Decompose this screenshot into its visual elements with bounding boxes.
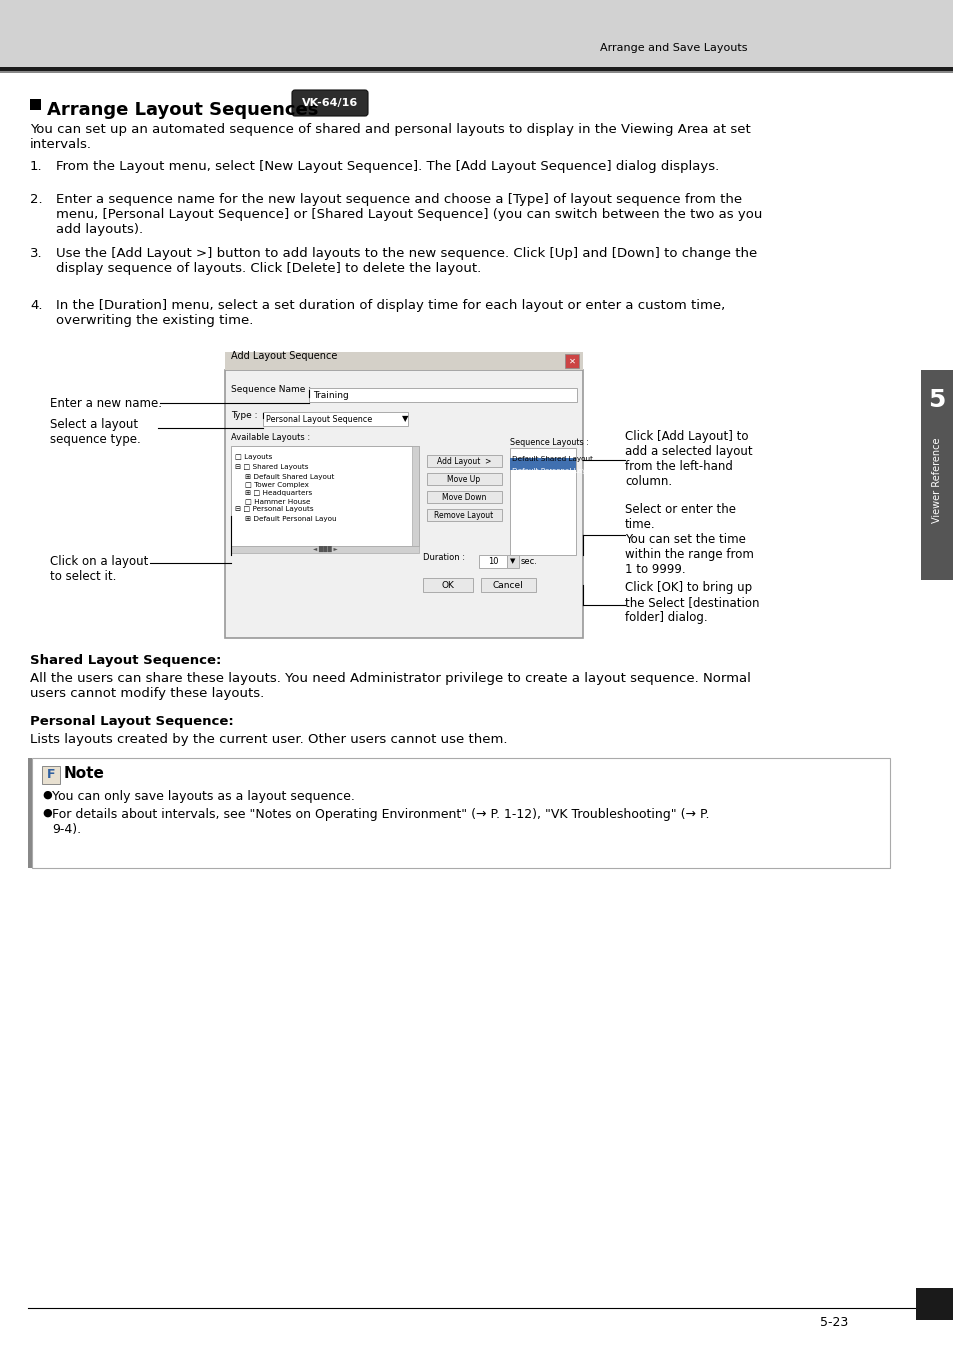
Bar: [427, 456, 501, 466]
Text: Arrange and Save Layouts: Arrange and Save Layouts: [599, 43, 747, 53]
Text: F: F: [47, 768, 55, 782]
Text: Click [OK] to bring up
the Select [destination
folder] dialog.: Click [OK] to bring up the Select [desti…: [624, 581, 759, 624]
Text: Type :: Type :: [231, 411, 257, 421]
Text: You can set up an automated sequence of shared and personal layouts to display i: You can set up an automated sequence of …: [30, 123, 750, 151]
Text: ⊞ □ Headquarters: ⊞ □ Headquarters: [245, 491, 312, 496]
Text: Default Shared Layout: Default Shared Layout: [512, 456, 593, 462]
Text: ✕: ✕: [568, 356, 575, 365]
Bar: [510, 458, 576, 470]
Bar: [427, 491, 501, 503]
Bar: [478, 555, 506, 568]
Text: ⊞ Default Personal Layou: ⊞ Default Personal Layou: [245, 516, 336, 522]
Text: You can only save layouts as a layout sequence.: You can only save layouts as a layout se…: [52, 790, 355, 803]
Text: Sequence Name :: Sequence Name :: [231, 386, 311, 395]
Bar: [920, 369, 953, 580]
Text: Enter a sequence name for the new layout sequence and choose a [Type] of layout : Enter a sequence name for the new layout…: [56, 193, 761, 236]
Text: Move Up: Move Up: [447, 474, 480, 484]
Text: Use the [Add Layout >] button to add layouts to the new sequence. Click [Up] and: Use the [Add Layout >] button to add lay…: [56, 247, 757, 275]
Bar: [427, 510, 501, 520]
Text: □ Tower Complex: □ Tower Complex: [245, 483, 309, 488]
Bar: [225, 352, 562, 369]
Bar: [422, 578, 473, 592]
Text: □ Hammer House: □ Hammer House: [245, 497, 310, 504]
Bar: [0, 0, 953, 67]
Text: Training: Training: [313, 391, 349, 400]
Text: Select or enter the
time.
You can set the time
within the range from
1 to 9999.: Select or enter the time. You can set th…: [624, 503, 753, 576]
Text: Note: Note: [64, 766, 105, 780]
Text: 1.: 1.: [30, 160, 43, 173]
Text: Shared Layout Sequence:: Shared Layout Sequence:: [30, 654, 221, 667]
Text: 10: 10: [487, 557, 497, 566]
Bar: [42, 766, 60, 785]
Bar: [427, 473, 501, 485]
Text: ◄ ███ ►: ◄ ███ ►: [313, 546, 337, 553]
Text: All the users can share these layouts. You need Administrator privilege to creat: All the users can share these layouts. Y…: [30, 673, 750, 700]
Text: ⊞ Default Shared Layout: ⊞ Default Shared Layout: [245, 474, 334, 480]
Text: Default Personal Layout: Default Personal Layout: [512, 468, 598, 474]
FancyBboxPatch shape: [292, 90, 368, 116]
Text: VK-64/16: VK-64/16: [301, 98, 357, 108]
Text: Remove Layout: Remove Layout: [434, 511, 493, 519]
Bar: [225, 352, 582, 369]
Text: 5: 5: [927, 388, 944, 412]
Text: Personal Layout Sequence: Personal Layout Sequence: [266, 415, 372, 425]
Text: 4.: 4.: [30, 299, 43, 311]
Text: 3.: 3.: [30, 247, 43, 260]
Text: Move Down: Move Down: [441, 492, 486, 501]
Text: Viewer Reference: Viewer Reference: [931, 437, 941, 523]
Text: ⊟ □ Shared Layouts: ⊟ □ Shared Layouts: [234, 464, 308, 470]
Text: Arrange Layout Sequences: Arrange Layout Sequences: [47, 101, 318, 119]
Text: Add Layout Sequence: Add Layout Sequence: [231, 350, 337, 361]
Bar: [0, 71, 953, 73]
Text: Click [Add Layout] to
add a selected layout
from the left-hand
column.: Click [Add Layout] to add a selected lay…: [624, 430, 752, 488]
Bar: [309, 388, 577, 402]
Text: 2.: 2.: [30, 193, 43, 206]
Text: OK: OK: [441, 581, 454, 589]
Text: ⊟ □ Personal Layouts: ⊟ □ Personal Layouts: [234, 506, 314, 512]
Text: Cancel: Cancel: [492, 581, 523, 589]
Text: sec.: sec.: [520, 558, 537, 566]
Text: Select a layout
sequence type.: Select a layout sequence type.: [50, 418, 141, 446]
Text: ●: ●: [42, 790, 51, 799]
Text: In the [Duration] menu, select a set duration of display time for each layout or: In the [Duration] menu, select a set dur…: [56, 299, 724, 328]
Text: ▼: ▼: [401, 414, 408, 423]
Text: ▼: ▼: [510, 558, 516, 563]
Text: Enter a new name.: Enter a new name.: [50, 398, 162, 410]
Bar: [225, 369, 582, 638]
Bar: [480, 578, 536, 592]
Text: From the Layout menu, select [New Layout Sequence]. The [Add Layout Sequence] di: From the Layout menu, select [New Layout…: [56, 160, 719, 173]
Text: Add Layout  >: Add Layout >: [436, 457, 491, 465]
Bar: [30, 98, 41, 111]
Text: Lists layouts created by the current user. Other users cannot use them.: Lists layouts created by the current use…: [30, 733, 507, 745]
Text: Personal Layout Sequence:: Personal Layout Sequence:: [30, 714, 233, 728]
Text: □ Layouts: □ Layouts: [234, 454, 273, 460]
Text: For details about intervals, see "Notes on Operating Environment" (→ P. 1-12), ": For details about intervals, see "Notes …: [52, 807, 709, 836]
Text: Click on a layout
to select it.: Click on a layout to select it.: [50, 555, 149, 582]
Bar: [231, 446, 418, 546]
Bar: [28, 758, 32, 868]
Bar: [263, 412, 408, 426]
Text: Sequence Layouts :: Sequence Layouts :: [510, 438, 588, 448]
Text: 5-23: 5-23: [820, 1316, 847, 1329]
Bar: [915, 1287, 953, 1320]
Bar: [412, 446, 418, 546]
Bar: [231, 546, 418, 553]
Bar: [32, 758, 889, 868]
Bar: [564, 355, 578, 368]
Text: Available Layouts :: Available Layouts :: [231, 434, 310, 442]
Text: ●: ●: [42, 807, 51, 818]
Text: Duration :: Duration :: [422, 554, 464, 562]
Bar: [510, 448, 576, 555]
Bar: [506, 555, 518, 568]
Bar: [0, 67, 953, 71]
